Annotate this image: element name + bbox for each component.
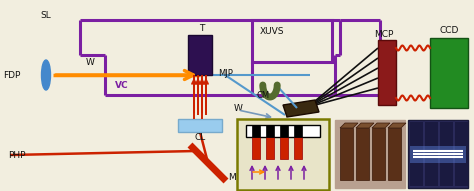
FancyBboxPatch shape — [280, 137, 288, 159]
Text: MJP: MJP — [218, 69, 233, 78]
Polygon shape — [283, 100, 319, 117]
FancyBboxPatch shape — [266, 125, 274, 137]
Text: W: W — [86, 57, 94, 66]
Text: CM: CM — [256, 91, 270, 100]
Text: MCP: MCP — [374, 29, 394, 39]
Text: M: M — [228, 172, 236, 181]
FancyBboxPatch shape — [246, 125, 320, 137]
Text: VC: VC — [115, 81, 128, 90]
FancyBboxPatch shape — [237, 118, 329, 189]
FancyBboxPatch shape — [378, 40, 396, 105]
Text: SL: SL — [41, 11, 51, 19]
FancyBboxPatch shape — [356, 128, 369, 180]
Text: CL: CL — [194, 133, 206, 142]
Polygon shape — [388, 123, 406, 128]
Text: CCD: CCD — [439, 26, 459, 35]
FancyBboxPatch shape — [410, 122, 423, 186]
FancyBboxPatch shape — [455, 122, 468, 186]
Text: PHP: PHP — [8, 151, 26, 159]
FancyBboxPatch shape — [188, 35, 212, 75]
FancyBboxPatch shape — [252, 125, 260, 137]
FancyBboxPatch shape — [430, 38, 468, 108]
FancyBboxPatch shape — [252, 137, 260, 159]
FancyBboxPatch shape — [294, 137, 302, 159]
Polygon shape — [372, 123, 390, 128]
Ellipse shape — [42, 60, 51, 90]
FancyBboxPatch shape — [440, 122, 453, 186]
FancyBboxPatch shape — [425, 122, 438, 186]
FancyBboxPatch shape — [410, 146, 466, 163]
FancyBboxPatch shape — [266, 137, 274, 159]
Polygon shape — [340, 123, 358, 128]
Text: FFG: FFG — [287, 121, 303, 130]
FancyBboxPatch shape — [294, 125, 302, 137]
FancyBboxPatch shape — [335, 120, 405, 188]
FancyBboxPatch shape — [372, 128, 385, 180]
Polygon shape — [356, 123, 374, 128]
FancyBboxPatch shape — [178, 119, 222, 132]
FancyBboxPatch shape — [408, 120, 468, 188]
Text: FDP: FDP — [3, 70, 21, 79]
FancyBboxPatch shape — [340, 128, 353, 180]
Text: T: T — [199, 23, 205, 32]
FancyBboxPatch shape — [388, 128, 401, 180]
FancyBboxPatch shape — [280, 125, 288, 137]
Text: XUVS: XUVS — [260, 27, 284, 36]
Text: W: W — [234, 104, 242, 112]
